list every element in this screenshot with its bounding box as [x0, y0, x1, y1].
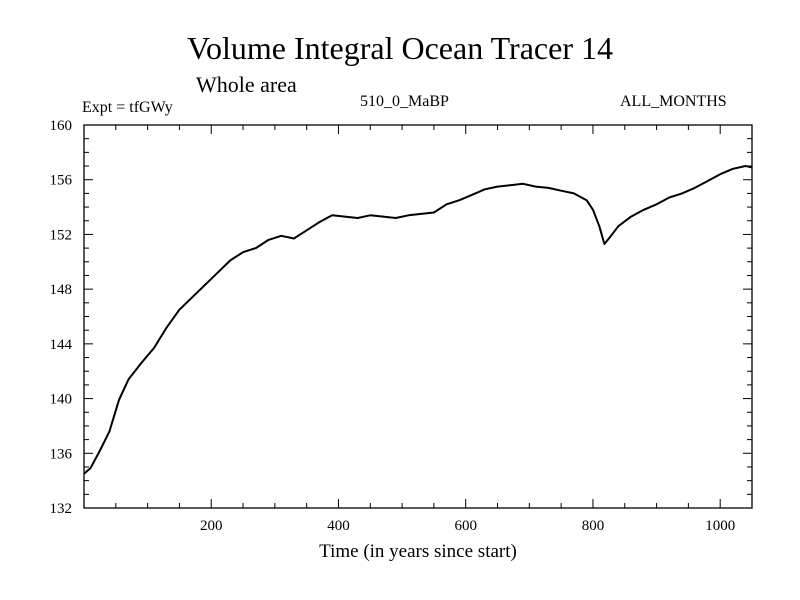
- series-group: [83, 165, 753, 475]
- experiment-name-label: 510_0_MaBP: [360, 93, 449, 110]
- y-tick-label: 156: [50, 173, 73, 189]
- axis-ticks: [84, 125, 752, 508]
- y-tick-label: 160: [50, 118, 73, 134]
- y-tick-label: 136: [50, 446, 73, 462]
- series-line: [83, 165, 753, 475]
- x-tick-label: 1000: [705, 518, 735, 534]
- tick-labels: 200 400 600 800 1000 132 136 140 144 148 152 156 160: [50, 118, 736, 534]
- y-tick-label: 152: [50, 227, 73, 243]
- y-tick-label: 140: [50, 392, 73, 408]
- y-tick-label: 144: [50, 337, 73, 353]
- months-label: ALL_MONTHS: [620, 93, 727, 110]
- experiment-label: Expt = tfGWy: [82, 99, 173, 116]
- x-axis-label: Time (in years since start): [319, 541, 517, 562]
- y-tick-label: 148: [50, 282, 73, 298]
- x-tick-label: 200: [200, 518, 223, 534]
- y-tick-label: 132: [50, 501, 73, 517]
- chart-title: Volume Integral Ocean Tracer 14: [187, 30, 613, 66]
- x-tick-label: 400: [327, 518, 350, 534]
- plot-frame: [83, 124, 753, 509]
- x-tick-label: 800: [582, 518, 605, 534]
- chart-subtitle: Whole area: [196, 72, 297, 97]
- x-tick-label: 600: [454, 518, 477, 534]
